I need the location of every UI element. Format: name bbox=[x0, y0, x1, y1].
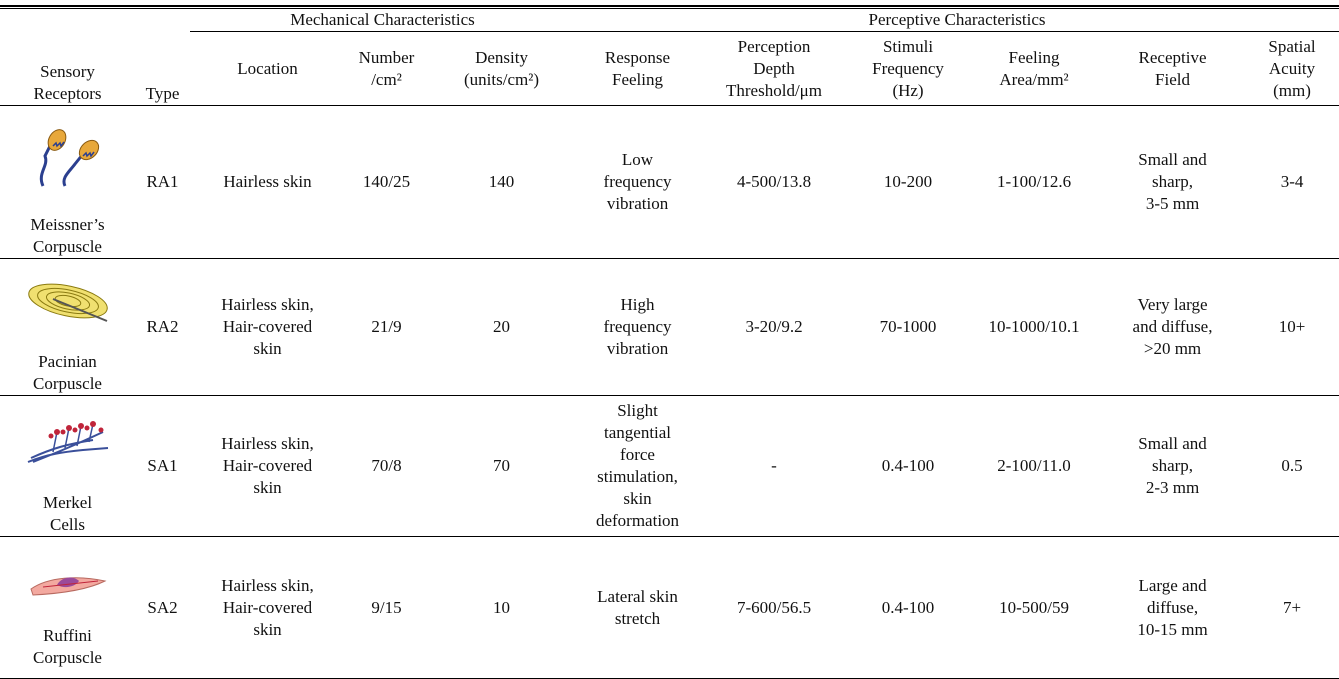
cell: 7-600/56.5 bbox=[700, 537, 848, 679]
cell-text: Ruffini Corpuscle bbox=[33, 626, 102, 667]
merkel-icon bbox=[23, 418, 113, 466]
page: {"table": { "group_headers": ["Mechanica… bbox=[0, 0, 1339, 634]
row: Ruffini Corpuscle SA2 Hairless skin, Hai… bbox=[0, 537, 1339, 679]
header-cell: Sensory Receptors bbox=[0, 9, 135, 106]
cell: 140/25 bbox=[345, 106, 428, 259]
cell: Slight tangential force stimulation, ski… bbox=[575, 396, 700, 537]
header-cell: Receptive Field bbox=[1100, 32, 1245, 106]
cell: 20 bbox=[428, 259, 575, 396]
cell: 3-20/9.2 bbox=[700, 259, 848, 396]
cell: 10-200 bbox=[848, 106, 968, 259]
header-cell: Density (units/cm²) bbox=[428, 32, 575, 106]
cell: 2-100/11.0 bbox=[968, 396, 1100, 537]
header-row: Location Number /cm² Density (units/cm²)… bbox=[0, 32, 1339, 106]
cell-text: Merkel Cells bbox=[43, 493, 92, 534]
header-cell: Number /cm² bbox=[345, 32, 428, 106]
cell: 140 bbox=[428, 106, 575, 259]
cell-text: Meissner’s Corpuscle bbox=[30, 215, 104, 256]
cell: 0.4-100 bbox=[848, 396, 968, 537]
cell: Large and diffuse, 10-15 mm bbox=[1100, 537, 1245, 679]
header-cell: Type bbox=[135, 9, 190, 106]
cell: Low frequency vibration bbox=[575, 106, 700, 259]
group-header: Perceptive Characteristics bbox=[575, 9, 1339, 32]
cell: 10-500/59 bbox=[968, 537, 1100, 679]
ruffini-icon bbox=[23, 569, 113, 599]
cell: 70 bbox=[428, 396, 575, 537]
cell: - bbox=[700, 396, 848, 537]
table-container: Sensory Receptors Type Mechanical Charac… bbox=[0, 5, 1339, 679]
cell: 10 bbox=[428, 537, 575, 679]
cell: Hairless skin, Hair-covered skin bbox=[190, 537, 345, 679]
cell: SA2 bbox=[135, 537, 190, 679]
cell: Small and sharp, 2-3 mm bbox=[1100, 396, 1245, 537]
cell: 0.5 bbox=[1245, 396, 1339, 537]
cell: 7+ bbox=[1245, 537, 1339, 679]
receptor-cell: Pacinian Corpuscle bbox=[0, 259, 135, 396]
cell: Small and sharp, 3-5 mm bbox=[1100, 106, 1245, 259]
receptor-cell: Merkel Cells bbox=[0, 396, 135, 537]
pacinian-icon bbox=[23, 281, 113, 325]
cell: 10+ bbox=[1245, 259, 1339, 396]
table: Sensory Receptors Type Mechanical Charac… bbox=[0, 9, 1339, 679]
cell: 21/9 bbox=[345, 259, 428, 396]
cell: Hairless skin, Hair-covered skin bbox=[190, 259, 345, 396]
header-cell: Location bbox=[190, 32, 345, 106]
cell: Hairless skin bbox=[190, 106, 345, 259]
receptor-cell: Meissner’s Corpuscle bbox=[0, 106, 135, 259]
cell: RA1 bbox=[135, 106, 190, 259]
cell: Hairless skin, Hair-covered skin bbox=[190, 396, 345, 537]
header-cell: Perception Depth Threshold/μm bbox=[700, 32, 848, 106]
cell: 3-4 bbox=[1245, 106, 1339, 259]
header-cell: Response Feeling bbox=[575, 32, 700, 106]
header-cell: Feeling Area/mm² bbox=[968, 32, 1100, 106]
header-cell: Stimuli Frequency (Hz) bbox=[848, 32, 968, 106]
cell: 0.4-100 bbox=[848, 537, 968, 679]
header-cell: Spatial Acuity (mm) bbox=[1245, 32, 1339, 106]
cell: Very large and diffuse, >20 mm bbox=[1100, 259, 1245, 396]
receptor-cell: Ruffini Corpuscle bbox=[0, 537, 135, 679]
row: Meissner’s Corpuscle RA1 Hairless skin 1… bbox=[0, 106, 1339, 259]
cell: 70-1000 bbox=[848, 259, 968, 396]
row: Pacinian Corpuscle RA2 Hairless skin, Ha… bbox=[0, 259, 1339, 396]
cell: High frequency vibration bbox=[575, 259, 700, 396]
group-header: Mechanical Characteristics bbox=[190, 9, 575, 32]
cell: 4-500/13.8 bbox=[700, 106, 848, 259]
cell-text: Pacinian Corpuscle bbox=[33, 352, 102, 393]
cell: Lateral skin stretch bbox=[575, 537, 700, 679]
cell: RA2 bbox=[135, 259, 190, 396]
cell: 9/15 bbox=[345, 537, 428, 679]
cell: 70/8 bbox=[345, 396, 428, 537]
group-header-row: Sensory Receptors Type Mechanical Charac… bbox=[0, 9, 1339, 32]
meissner-icon bbox=[23, 128, 113, 188]
cell: 1-100/12.6 bbox=[968, 106, 1100, 259]
cell: 10-1000/10.1 bbox=[968, 259, 1100, 396]
row: Merkel Cells SA1 Hairless skin, Hair-cov… bbox=[0, 396, 1339, 537]
cell: SA1 bbox=[135, 396, 190, 537]
